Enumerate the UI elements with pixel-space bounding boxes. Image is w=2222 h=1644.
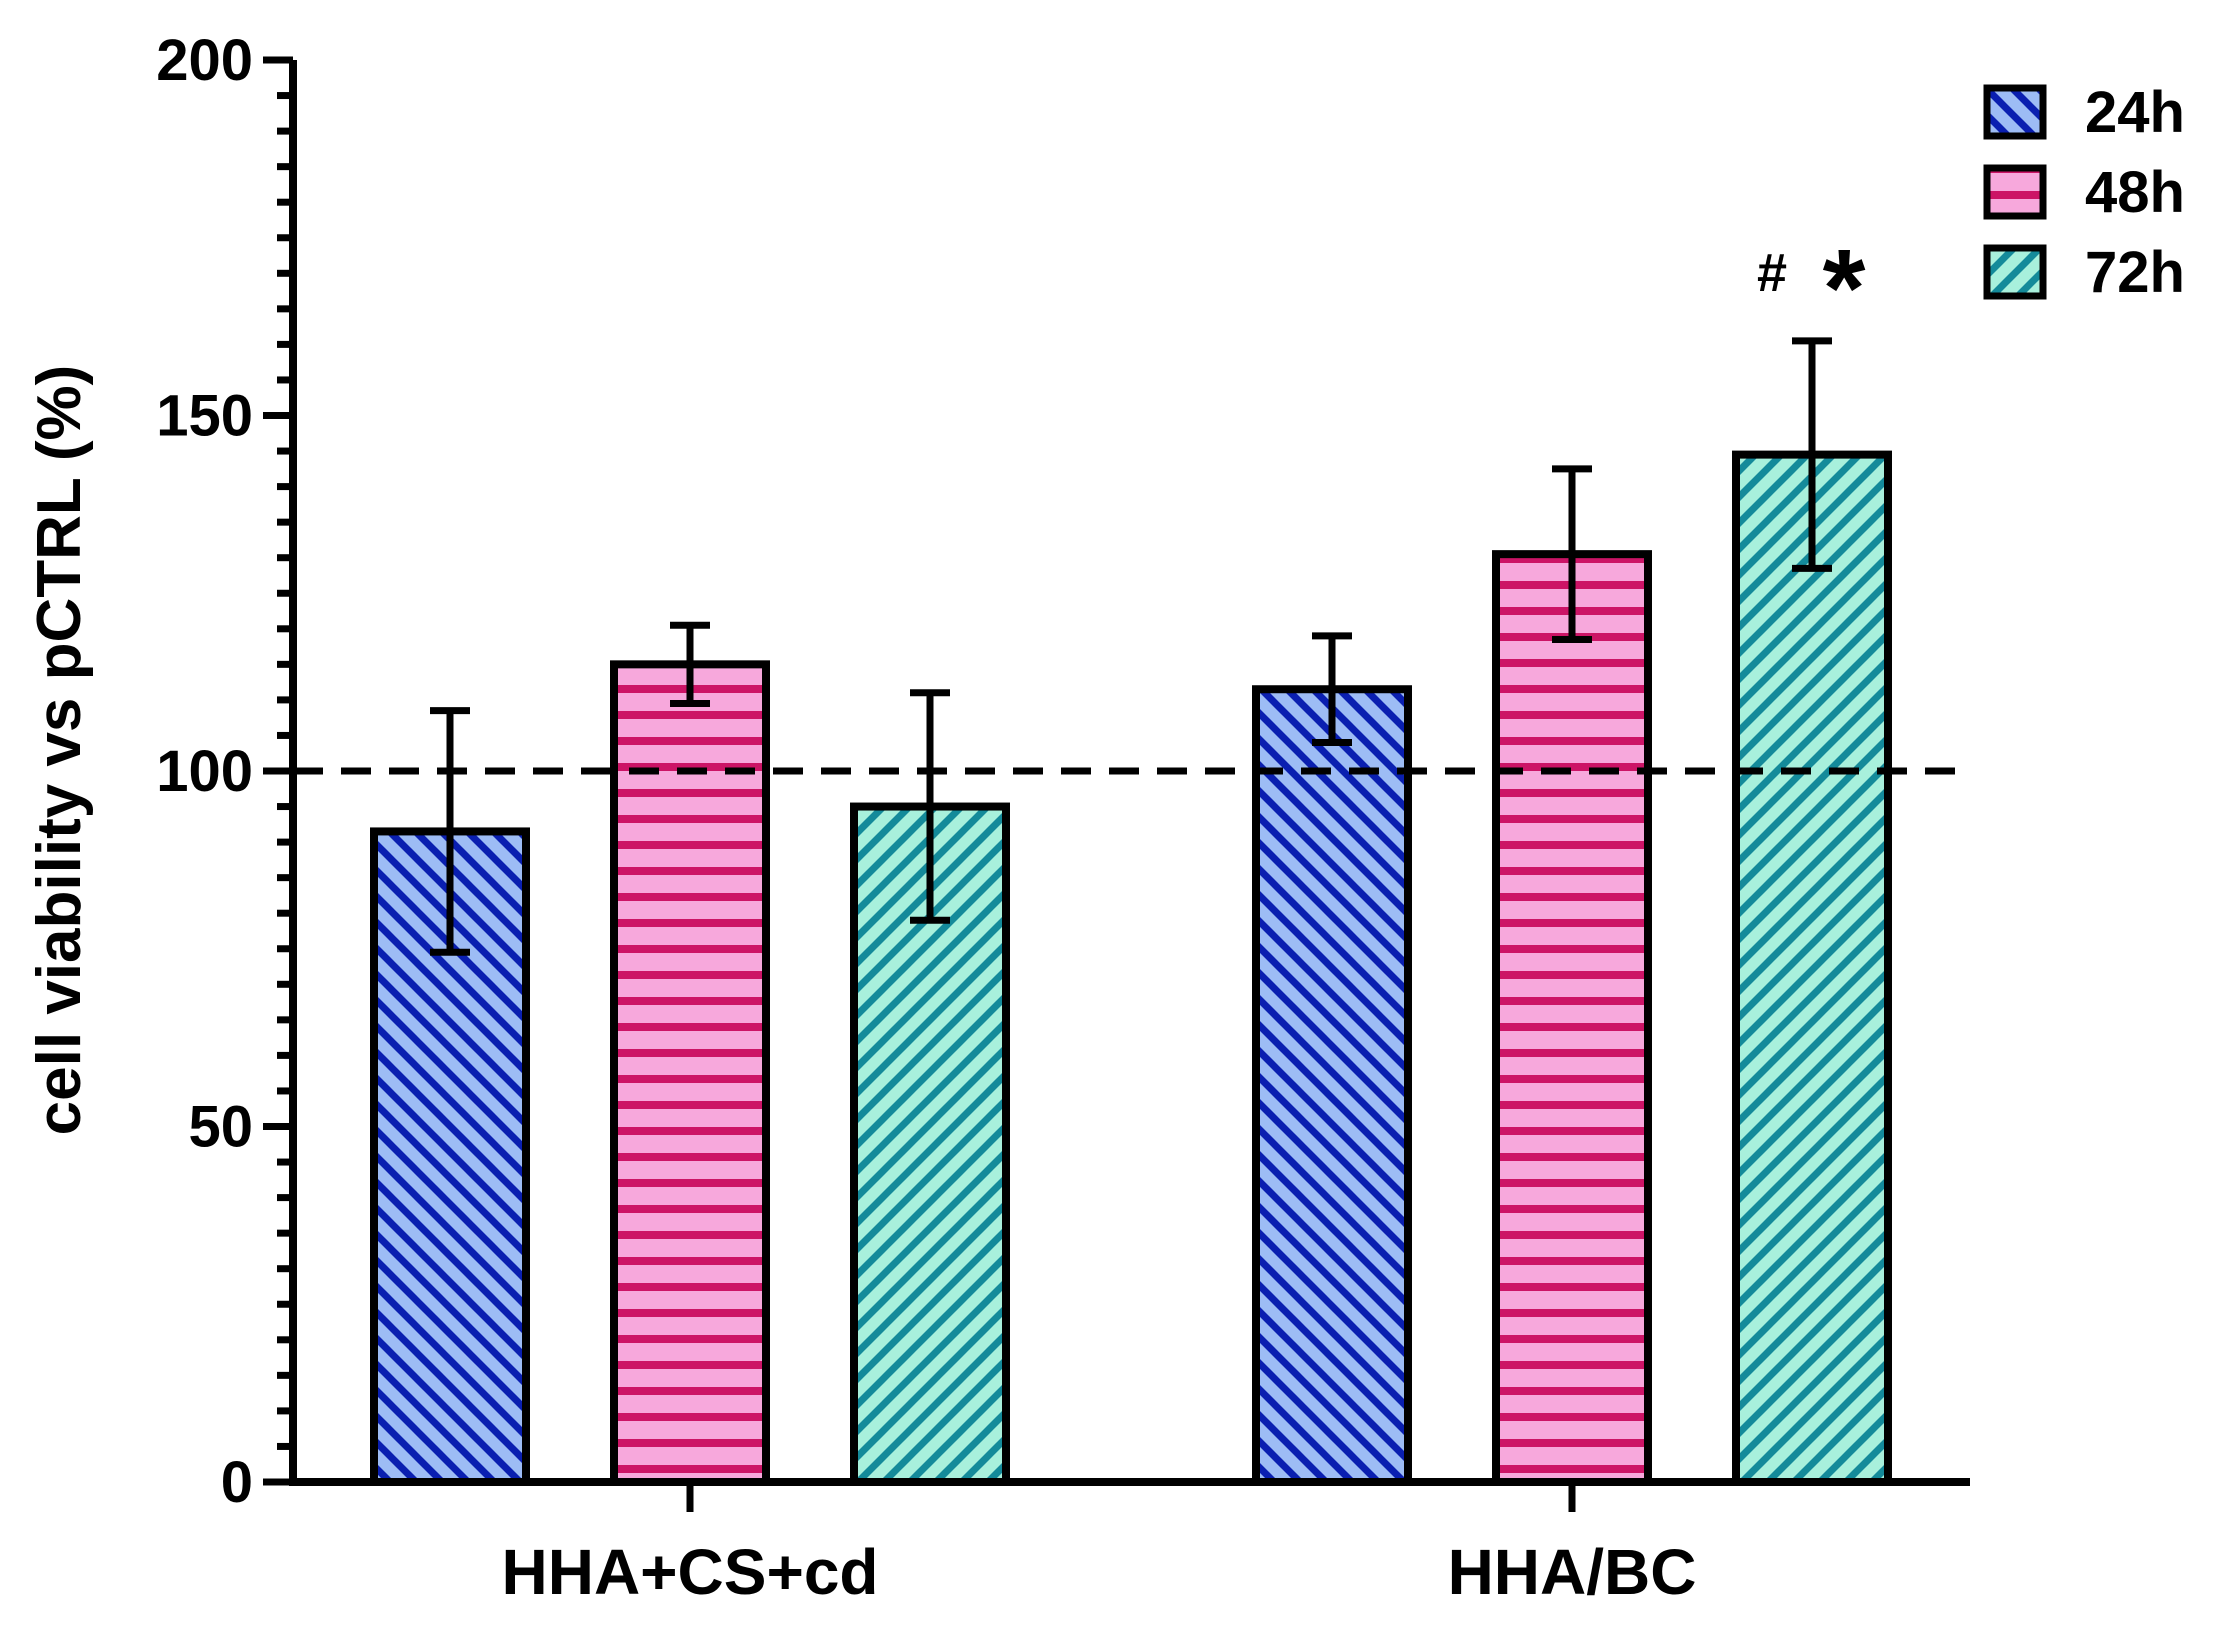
y-tick-label: 150 xyxy=(156,384,253,449)
error-bar-HHA+CS+cd-24h xyxy=(430,707,470,956)
bar-HHA/BC-72h xyxy=(1732,450,1892,1487)
y-tick-label: 200 xyxy=(156,28,253,93)
significance-hash: # xyxy=(1757,243,1787,303)
y-tick-label: 100 xyxy=(156,739,253,804)
significance-star: * xyxy=(1823,227,1866,350)
legend-swatch-72h xyxy=(1983,244,2047,300)
error-bar-HHA+CS+cd-72h xyxy=(910,689,950,924)
legend-label: 48h xyxy=(2085,160,2185,225)
legend-item-72h: 72h xyxy=(1983,240,2185,305)
x-category-label: HHA/BC xyxy=(1448,1536,1697,1608)
bar-HHA+CS+cd-48h xyxy=(610,660,770,1486)
bar-HHA/BC-24h xyxy=(1252,685,1412,1486)
legend-label: 72h xyxy=(2085,240,2185,305)
legend-swatch-24h xyxy=(1983,84,2047,140)
y-tick-label: 50 xyxy=(188,1095,253,1160)
x-category-label: HHA+CS+cd xyxy=(502,1536,879,1608)
error-bar-HHA/BC-24h xyxy=(1312,632,1352,747)
bar-HHA/BC-48h xyxy=(1492,550,1652,1486)
legend-label: 24h xyxy=(2085,80,2185,145)
error-bar-HHA+CS+cd-48h xyxy=(670,621,710,707)
y-tick-label: 0 xyxy=(221,1450,253,1515)
legend-item-24h: 24h xyxy=(1983,80,2185,145)
error-bar-HHA/BC-48h xyxy=(1552,465,1592,643)
legend-swatch-48h xyxy=(1983,164,2047,220)
legend-item-48h: 48h xyxy=(1983,160,2185,225)
y-axis-title: cell viability vs pCTRL (%) xyxy=(25,365,94,1136)
error-bar-HHA/BC-72h xyxy=(1792,337,1832,572)
